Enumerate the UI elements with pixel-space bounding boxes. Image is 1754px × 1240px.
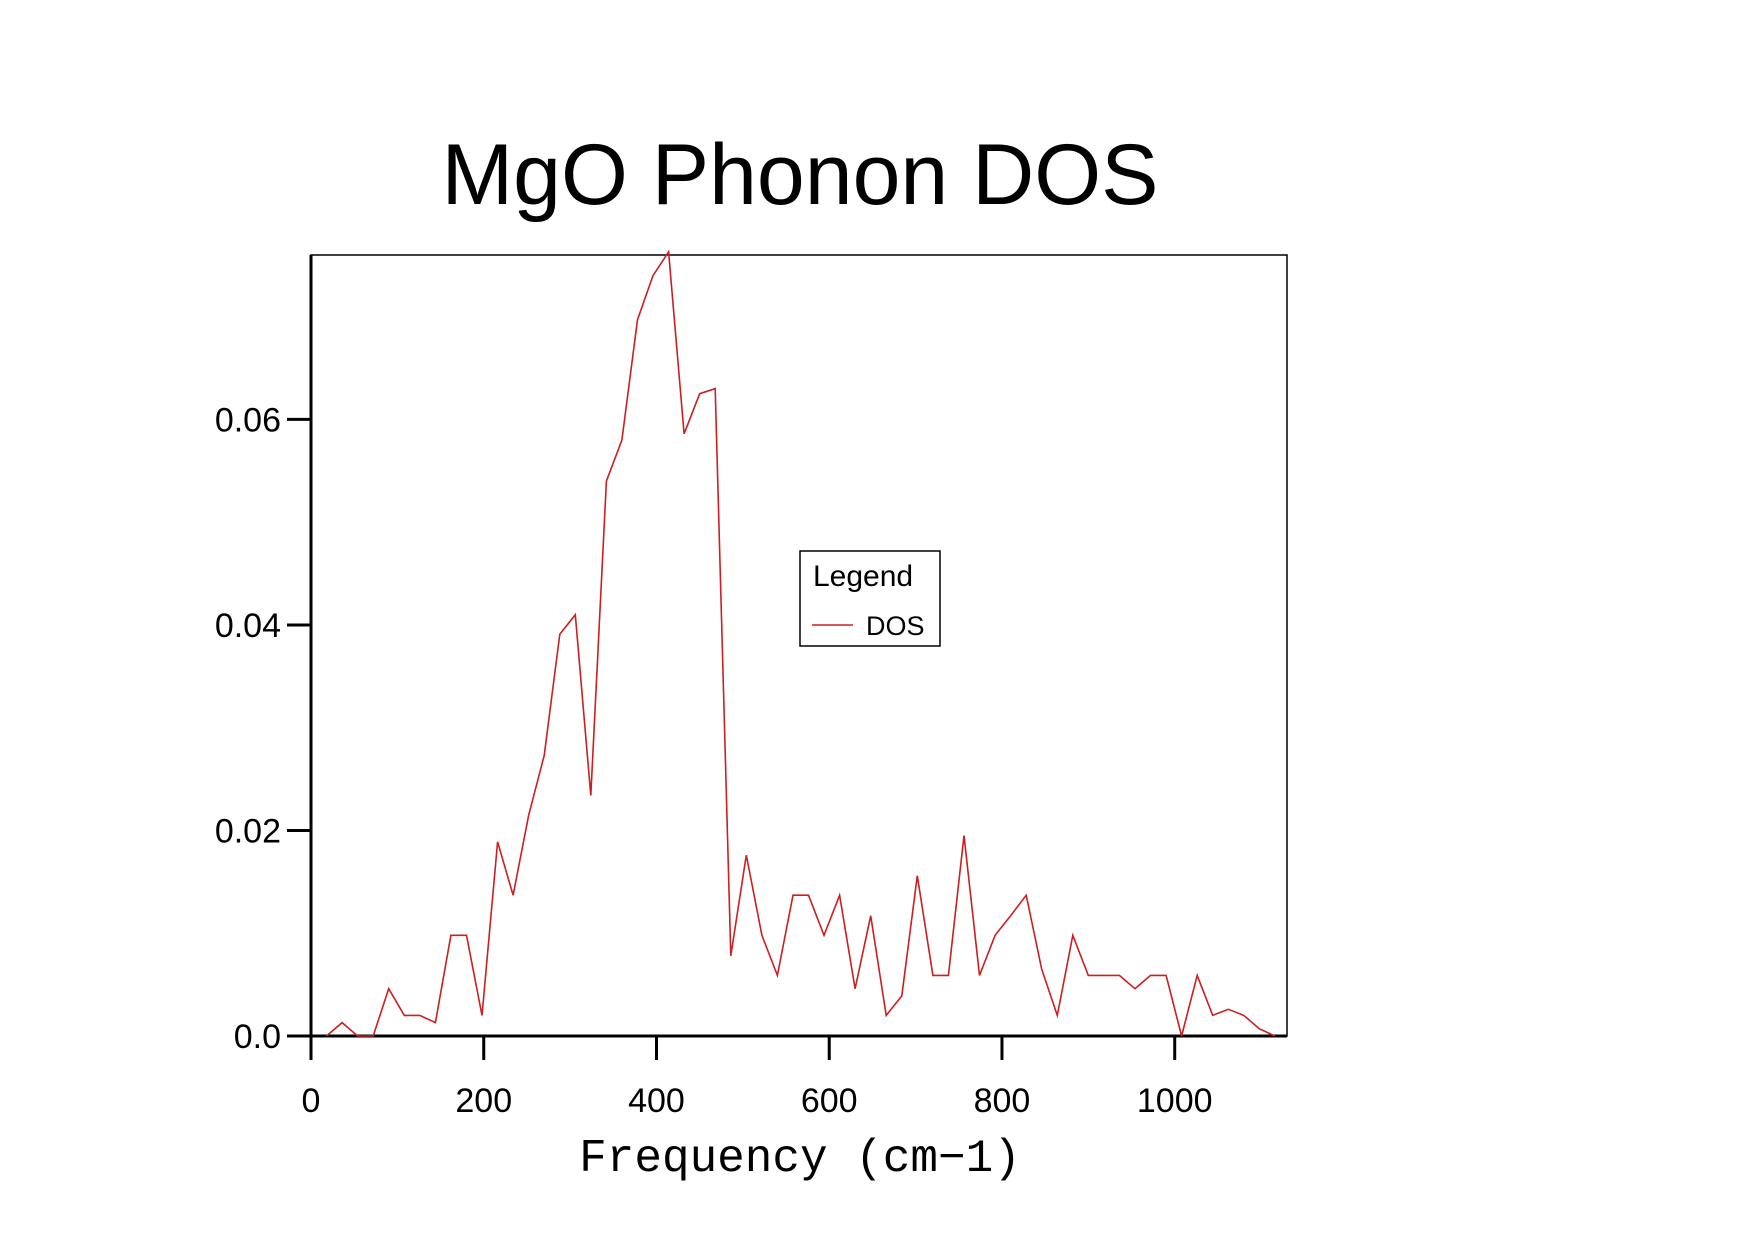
series-group <box>325 249 1276 1037</box>
x-tick-label-600: 600 <box>801 1082 858 1120</box>
legend-entry-dos: DOS <box>866 611 925 641</box>
plot-frame <box>310 254 1288 1037</box>
y-tick-label-0.04: 0.04 <box>215 607 281 645</box>
x-tick-label-1000: 1000 <box>1137 1082 1213 1120</box>
legend-title: Legend <box>813 560 913 593</box>
legend-box <box>799 550 941 647</box>
x-tick-label-800: 800 <box>974 1082 1031 1120</box>
chart-title: MgO Phonon DOS <box>441 127 1158 223</box>
x-axis-label: Frequency (cm−1) <box>579 1133 1021 1185</box>
x-axis-ticks: 0 200 400 600 800 1000 <box>302 1036 1213 1120</box>
x-tick-label-400: 400 <box>628 1082 685 1120</box>
y-tick-label-0.0: 0.0 <box>234 1018 281 1056</box>
y-tick-label-0.02: 0.02 <box>215 812 281 850</box>
legend: Legend DOS <box>799 550 941 647</box>
y-tick-label-0.06: 0.06 <box>215 401 281 439</box>
x-tick-label-200: 200 <box>455 1082 512 1120</box>
x-tick-label-0: 0 <box>302 1082 321 1120</box>
y-axis-ticks: 0.0 0.02 0.04 0.06 <box>215 401 311 1056</box>
series-line-dos <box>325 249 1276 1037</box>
